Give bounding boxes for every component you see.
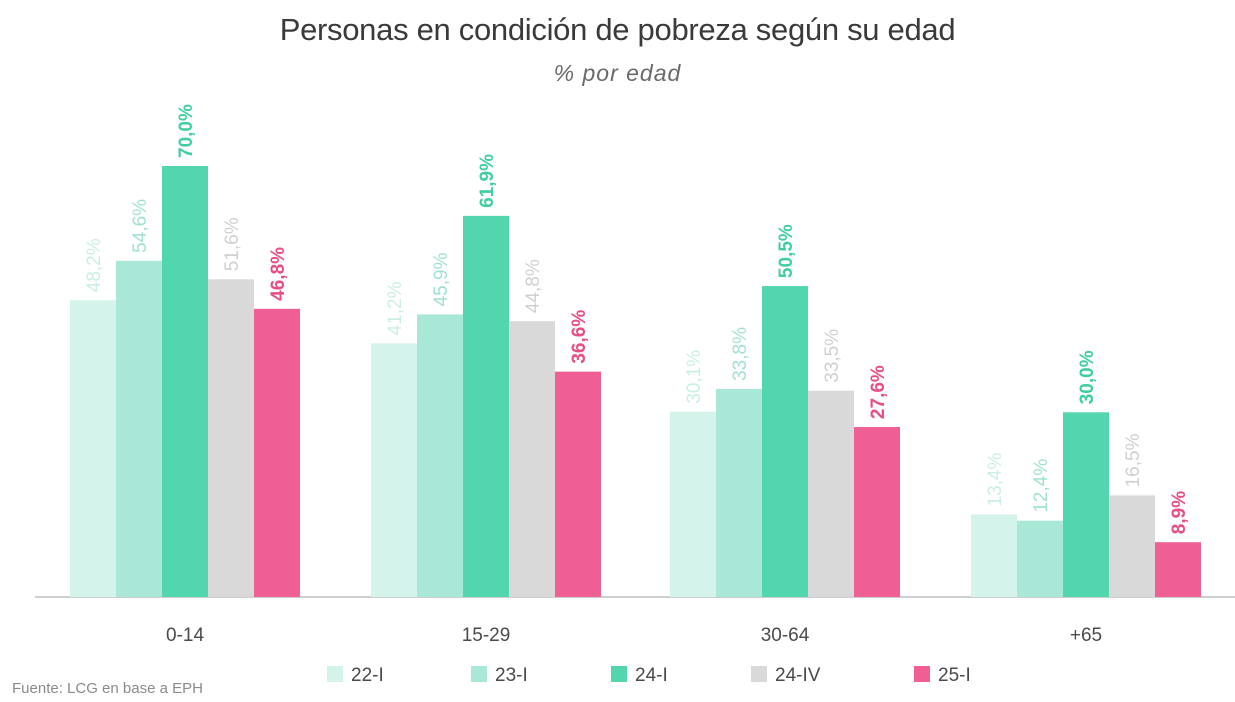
legend-swatch-22-I [327, 666, 343, 682]
legend-label-22-I: 22-I [351, 665, 384, 686]
data-label-25-I-+65: 8,9% [1169, 491, 1190, 534]
bar-23-I-15-29 [417, 314, 463, 597]
bar-24-I-+65 [1063, 412, 1109, 597]
bar-24-IV-30-64 [808, 390, 854, 597]
legend-label-23-I: 23-I [495, 665, 528, 686]
legend-swatch-25-I [914, 666, 930, 682]
bar-22-I-15-29 [371, 343, 417, 597]
bar-22-I-30-64 [670, 411, 716, 597]
data-label-25-I-0-14: 46,8% [268, 247, 289, 301]
legend-swatch-23-I [471, 666, 487, 682]
bar-24-IV-15-29 [509, 321, 555, 597]
bar-24-I-15-29 [463, 215, 509, 597]
bar-22-I-+65 [971, 514, 1017, 597]
legend-label-24-I: 24-I [635, 665, 668, 686]
legend-label-25-I: 25-I [938, 665, 971, 686]
bar-25-I-+65 [1155, 542, 1201, 597]
category-label-15-29: 15-29 [462, 625, 511, 646]
data-label-24-I-30-64: 50,5% [776, 224, 797, 278]
category-label-+65: +65 [1070, 625, 1102, 646]
category-label-0-14: 0-14 [166, 625, 204, 646]
data-label-24-IV-15-29: 44,8% [523, 259, 544, 313]
legend-swatch-24-IV [751, 666, 767, 682]
bar-24-I-30-64 [762, 286, 808, 597]
bar-22-I-0-14 [70, 300, 116, 597]
bar-23-I-0-14 [116, 260, 162, 597]
bar-25-I-30-64 [854, 427, 900, 597]
data-label-23-I-0-14: 54,6% [130, 199, 151, 253]
data-label-25-I-30-64: 27,6% [868, 365, 889, 419]
data-label-24-I-0-14: 70,0% [176, 104, 197, 158]
bar-24-I-0-14 [162, 166, 208, 597]
data-label-24-I-+65: 30,0% [1077, 350, 1098, 404]
bar-25-I-15-29 [555, 371, 601, 597]
data-label-23-I-+65: 12,4% [1031, 459, 1052, 513]
data-label-22-I-+65: 13,4% [985, 453, 1006, 507]
data-label-25-I-15-29: 36,6% [569, 310, 590, 364]
bar-23-I-30-64 [716, 388, 762, 597]
source-note: Fuente: LCG en base a EPH [12, 680, 203, 697]
bar-24-IV-+65 [1109, 495, 1155, 597]
bar-24-IV-0-14 [208, 279, 254, 597]
data-label-24-IV-+65: 16,5% [1123, 433, 1144, 487]
chart-subtitle: % por edad [553, 60, 682, 86]
data-label-22-I-30-64: 30,1% [684, 350, 705, 404]
data-label-24-IV-0-14: 51,6% [222, 217, 243, 271]
data-label-22-I-15-29: 41,2% [385, 281, 406, 335]
data-label-24-I-15-29: 61,9% [477, 154, 498, 208]
category-label-30-64: 30-64 [761, 625, 810, 646]
legend-swatch-24-I [611, 666, 627, 682]
bar-23-I-+65 [1017, 520, 1063, 597]
bar-25-I-0-14 [254, 308, 300, 597]
data-label-24-IV-30-64: 33,5% [822, 329, 843, 383]
data-label-23-I-15-29: 45,9% [431, 252, 452, 306]
legend-label-24-IV: 24-IV [775, 665, 821, 686]
data-label-23-I-30-64: 33,8% [730, 327, 751, 381]
chart-title: Personas en condición de pobreza según s… [279, 12, 956, 47]
data-label-22-I-0-14: 48,2% [84, 238, 105, 292]
